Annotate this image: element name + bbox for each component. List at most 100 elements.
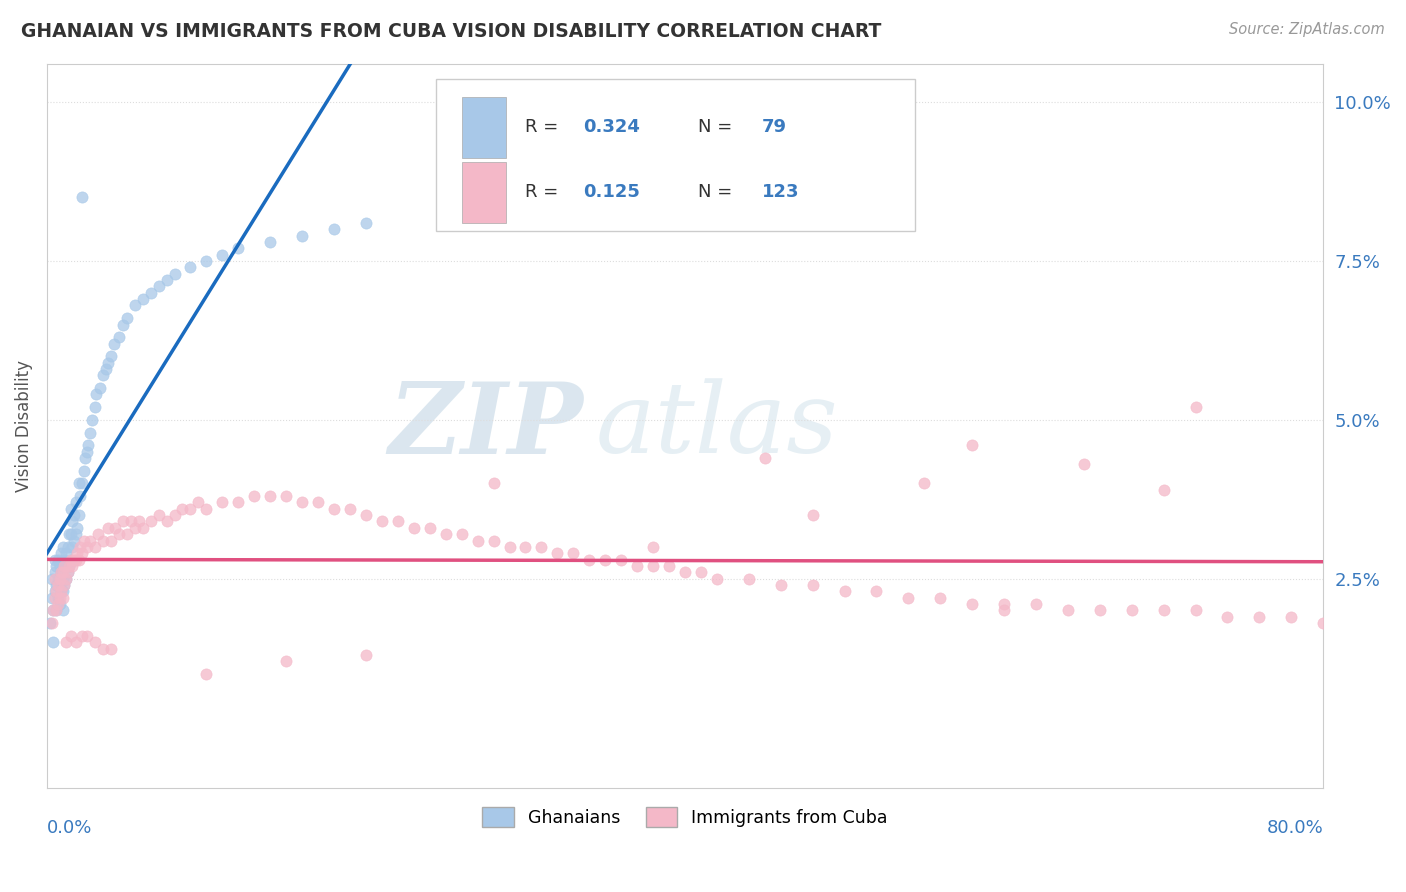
Point [44, 584, 66, 599]
Point [48, 572, 70, 586]
Point [46, 597, 69, 611]
Point [1279, 609, 1302, 624]
Point [865, 584, 887, 599]
Point [52, 603, 75, 617]
Point [993, 597, 1015, 611]
Point [259, 235, 281, 249]
Point [434, 527, 457, 541]
Point [41, 572, 63, 586]
FancyBboxPatch shape [436, 78, 915, 231]
Point [155, 515, 177, 529]
Text: 0.125: 0.125 [583, 183, 640, 202]
Point [48, 591, 70, 605]
Point [993, 603, 1015, 617]
Point [52, 591, 75, 605]
Point [100, 641, 122, 656]
Point [897, 591, 920, 605]
Point [276, 654, 298, 668]
Point [658, 558, 681, 573]
Point [67, 508, 90, 522]
Point [626, 558, 648, 573]
Point [498, 540, 520, 554]
Point [929, 591, 952, 605]
Point [65, 552, 87, 566]
Point [51, 546, 73, 560]
Point [1121, 603, 1143, 617]
Point [259, 489, 281, 503]
Point [163, 267, 186, 281]
Point [76, 629, 98, 643]
Point [354, 508, 377, 522]
Point [67, 552, 90, 566]
Point [55, 546, 77, 560]
Point [80, 413, 103, 427]
Point [72, 533, 94, 548]
Point [179, 501, 201, 516]
Point [52, 566, 75, 580]
Point [1025, 597, 1047, 611]
Point [39, 616, 62, 631]
Point [139, 515, 162, 529]
Y-axis label: Vision Disability: Vision Disability [15, 360, 32, 492]
Point [52, 584, 75, 599]
Point [354, 648, 377, 662]
Point [56, 566, 79, 580]
Point [148, 279, 170, 293]
Point [48, 597, 70, 611]
Point [79, 425, 101, 440]
Point [515, 540, 537, 554]
Point [83, 540, 105, 554]
Point [912, 476, 935, 491]
Point [62, 515, 84, 529]
Point [546, 546, 568, 560]
Legend: Ghanaians, Immigrants from Cuba: Ghanaians, Immigrants from Cuba [475, 800, 894, 834]
Text: 79: 79 [762, 118, 786, 136]
Point [482, 533, 505, 548]
Point [339, 501, 361, 516]
Point [450, 527, 472, 541]
Point [42, 603, 65, 617]
Point [643, 540, 665, 554]
Point [51, 566, 73, 580]
Point [562, 546, 585, 560]
Point [66, 546, 89, 560]
Text: Source: ZipAtlas.com: Source: ZipAtlas.com [1229, 22, 1385, 37]
Point [52, 540, 75, 554]
Point [228, 495, 250, 509]
Point [45, 584, 67, 599]
Point [65, 495, 87, 509]
Point [53, 578, 76, 592]
Point [1073, 458, 1095, 472]
Point [44, 572, 66, 586]
Point [211, 495, 233, 509]
Point [467, 533, 489, 548]
Point [1184, 400, 1206, 414]
Point [195, 501, 218, 516]
Point [46, 578, 69, 592]
Point [100, 349, 122, 363]
Point [139, 285, 162, 300]
Point [107, 527, 129, 541]
Point [120, 515, 142, 529]
Point [834, 584, 856, 599]
Point [53, 578, 76, 592]
Point [66, 521, 89, 535]
Point [1216, 609, 1239, 624]
Point [228, 241, 250, 255]
Point [96, 356, 118, 370]
Point [41, 591, 63, 605]
Point [56, 540, 79, 554]
Point [354, 216, 377, 230]
Point [63, 552, 86, 566]
Point [52, 572, 75, 586]
Point [45, 603, 67, 617]
Point [179, 260, 201, 275]
Point [402, 521, 425, 535]
Point [55, 572, 77, 586]
Point [53, 552, 76, 566]
Point [1153, 603, 1175, 617]
Point [77, 438, 100, 452]
Text: 80.0%: 80.0% [1267, 819, 1323, 837]
Text: 0.324: 0.324 [583, 118, 640, 136]
Point [44, 591, 66, 605]
